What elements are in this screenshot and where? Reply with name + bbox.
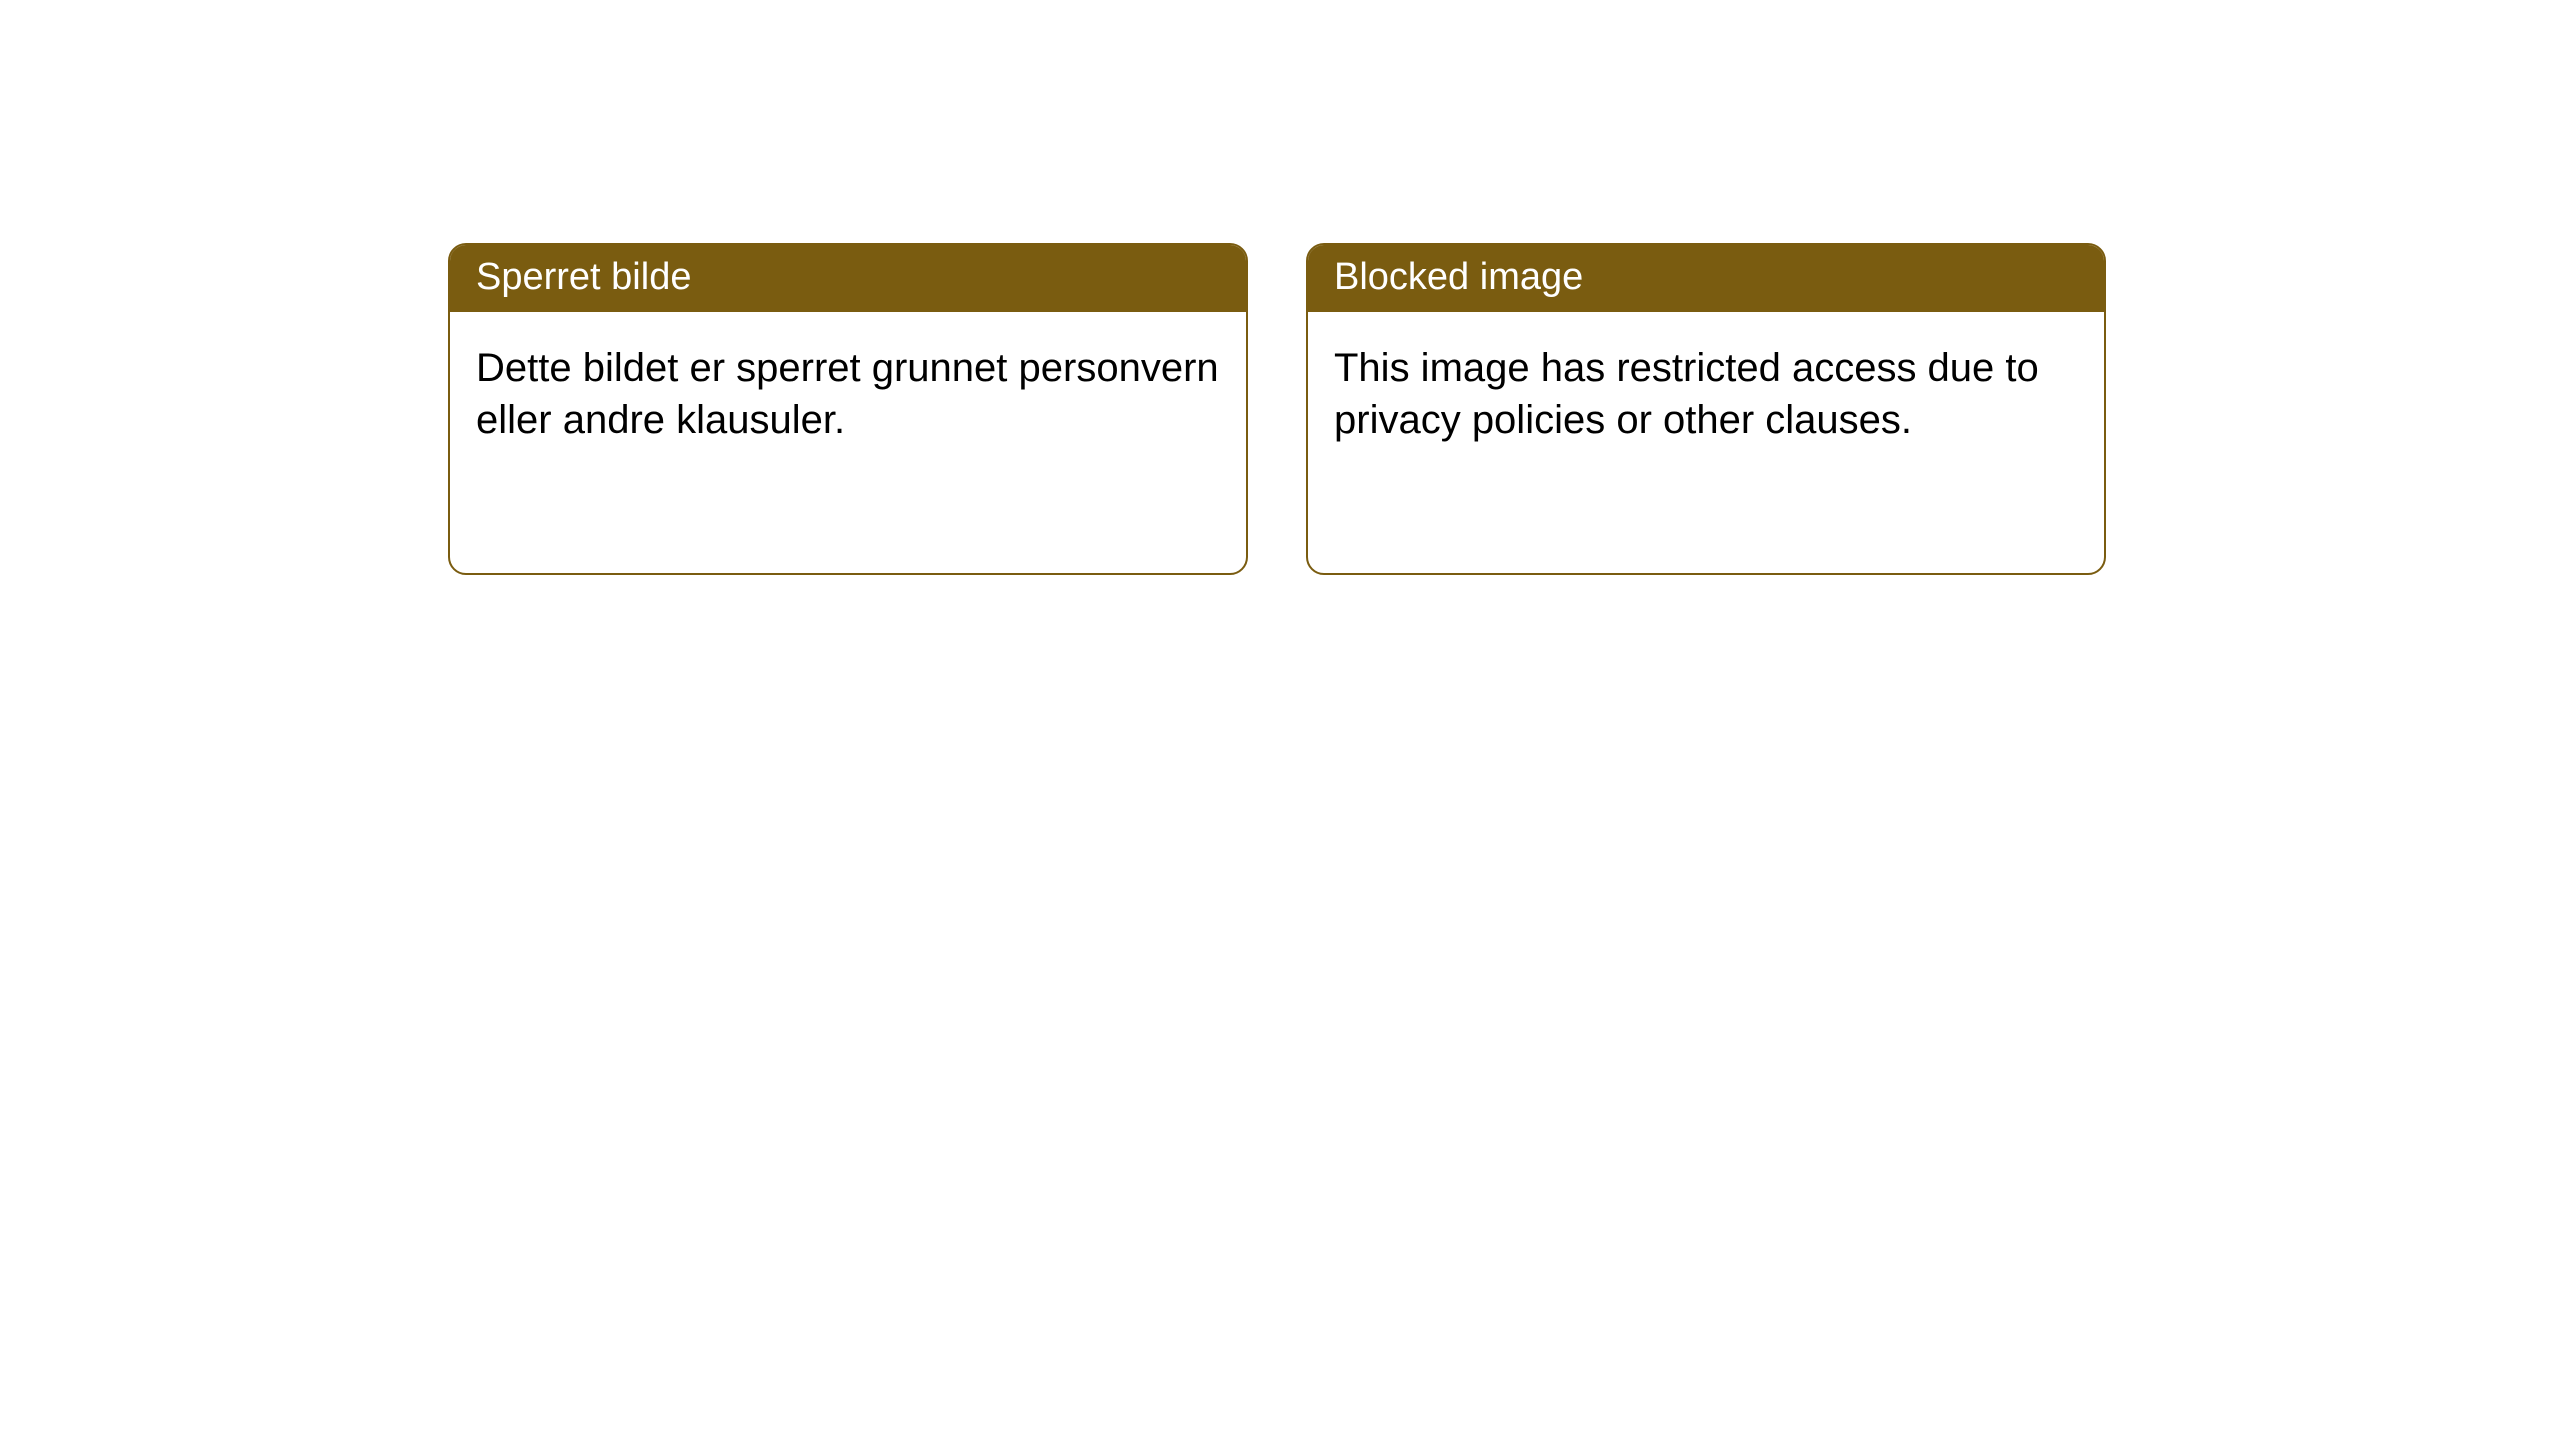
notice-card-norwegian: Sperret bilde Dette bildet er sperret gr… — [448, 243, 1248, 575]
notice-card-english: Blocked image This image has restricted … — [1306, 243, 2106, 575]
card-title: Sperret bilde — [476, 256, 691, 298]
card-title: Blocked image — [1334, 256, 1583, 298]
card-header: Blocked image — [1308, 245, 2104, 312]
notice-container: Sperret bilde Dette bildet er sperret gr… — [0, 0, 2560, 575]
card-body: Dette bildet er sperret grunnet personve… — [450, 312, 1246, 476]
card-header: Sperret bilde — [450, 245, 1246, 312]
card-body-text: Dette bildet er sperret grunnet personve… — [476, 346, 1219, 442]
card-body-text: This image has restricted access due to … — [1334, 346, 2039, 442]
card-body: This image has restricted access due to … — [1308, 312, 2104, 476]
